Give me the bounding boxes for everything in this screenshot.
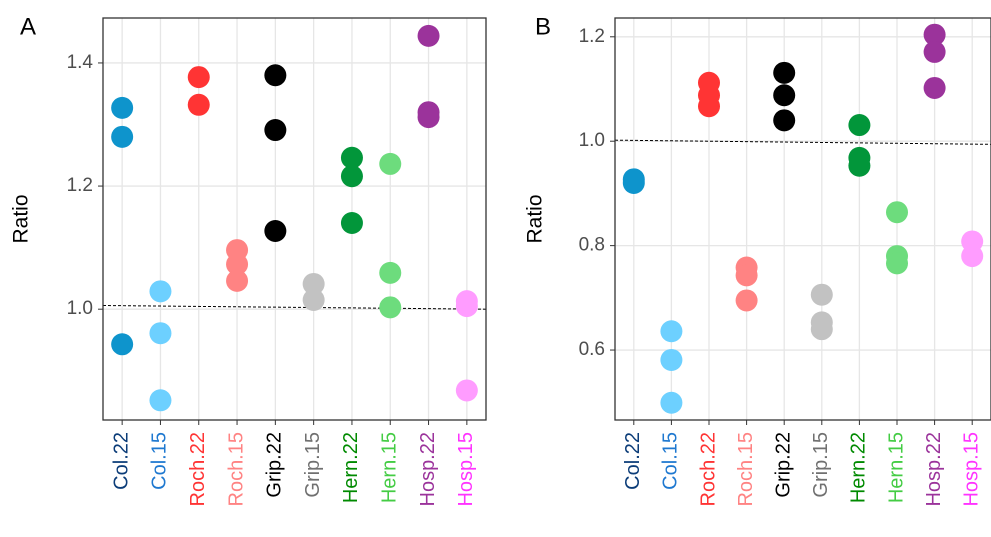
x-tick-label: Grip.15: [302, 432, 324, 498]
data-point: [848, 114, 871, 137]
data-point: [810, 283, 833, 306]
data-point: [111, 125, 134, 148]
data-point: [848, 154, 871, 177]
x-tick-label: Hern.15: [885, 432, 907, 503]
reference-line: [102, 304, 487, 310]
data-point: [417, 24, 440, 47]
data-point: [773, 84, 796, 107]
y-tick-label: 0.8: [579, 235, 605, 256]
y-tick-label: 1.4: [67, 52, 94, 73]
plot-border: [102, 17, 487, 421]
data-point: [302, 272, 325, 295]
data-point: [379, 152, 402, 175]
x-tick-label: Hern.22: [340, 432, 362, 503]
data-point: [149, 389, 172, 412]
data-point: [773, 109, 796, 132]
y-tick-label: 1.0: [67, 298, 93, 319]
data-point: [226, 253, 249, 276]
data-point: [773, 61, 796, 84]
panel-label: B: [535, 13, 551, 40]
x-tick-label: Roch.22: [697, 432, 719, 507]
x-tick-label: Hosp.15: [960, 432, 982, 507]
data-point: [698, 95, 720, 118]
data-point: [340, 146, 363, 169]
x-tick-label: Grip.22: [264, 432, 286, 498]
y-tick-label: 0.6: [579, 339, 605, 360]
data-point: [455, 379, 478, 402]
y-axis-label: Ratio: [524, 194, 547, 243]
y-tick-label: 1.2: [579, 26, 605, 47]
x-tick-label: Hosp.22: [923, 432, 945, 507]
y-tick-label: 1.0: [579, 130, 605, 151]
x-tick-label: Roch.22: [187, 432, 209, 507]
data-point: [187, 93, 210, 116]
data-point: [923, 23, 946, 46]
data-point: [302, 288, 325, 311]
data-point: [340, 212, 363, 235]
x-tick-label: Roch.15: [225, 432, 247, 507]
data-point: [264, 64, 287, 87]
x-tick-label: Hern.22: [848, 432, 870, 503]
data-point: [111, 96, 134, 119]
data-point: [149, 322, 172, 345]
data-point: [187, 66, 210, 89]
x-tick-label: Col.15: [660, 432, 682, 490]
reference-line: [614, 139, 991, 145]
data-point: [149, 280, 172, 303]
data-point: [379, 296, 402, 319]
data-point: [923, 76, 946, 99]
plot-border: [614, 17, 991, 421]
data-point: [735, 264, 758, 287]
data-point: [264, 119, 287, 142]
x-tick-label: Hern.15: [379, 432, 401, 503]
data-point: [417, 106, 440, 129]
data-point: [111, 333, 134, 356]
data-point: [961, 245, 984, 268]
panel-label: A: [20, 13, 36, 40]
x-tick-label: Col.22: [110, 432, 132, 490]
data-point: [735, 289, 758, 312]
data-point: [660, 391, 683, 414]
data-point: [622, 171, 645, 194]
x-tick-label: Col.15: [149, 432, 171, 490]
data-point: [660, 320, 683, 343]
y-axis-label: Ratio: [10, 194, 33, 243]
x-tick-label: Hosp.22: [417, 432, 439, 507]
data-point: [226, 269, 249, 292]
x-tick-label: Grip.15: [810, 432, 832, 498]
data-point: [886, 201, 908, 224]
data-point: [340, 165, 363, 188]
data-point: [379, 261, 402, 284]
y-tick-label: 1.2: [67, 175, 93, 196]
plot-background: [103, 18, 486, 420]
x-tick-label: Roch.15: [735, 432, 757, 507]
data-point: [455, 295, 478, 318]
data-point: [810, 318, 833, 341]
data-point: [886, 252, 908, 275]
data-point: [660, 348, 683, 371]
x-tick-label: Hosp.15: [455, 432, 477, 507]
data-point: [923, 40, 946, 63]
x-tick-label: Col.22: [622, 432, 644, 490]
x-tick-label: Grip.22: [772, 432, 794, 498]
data-point: [264, 220, 287, 243]
